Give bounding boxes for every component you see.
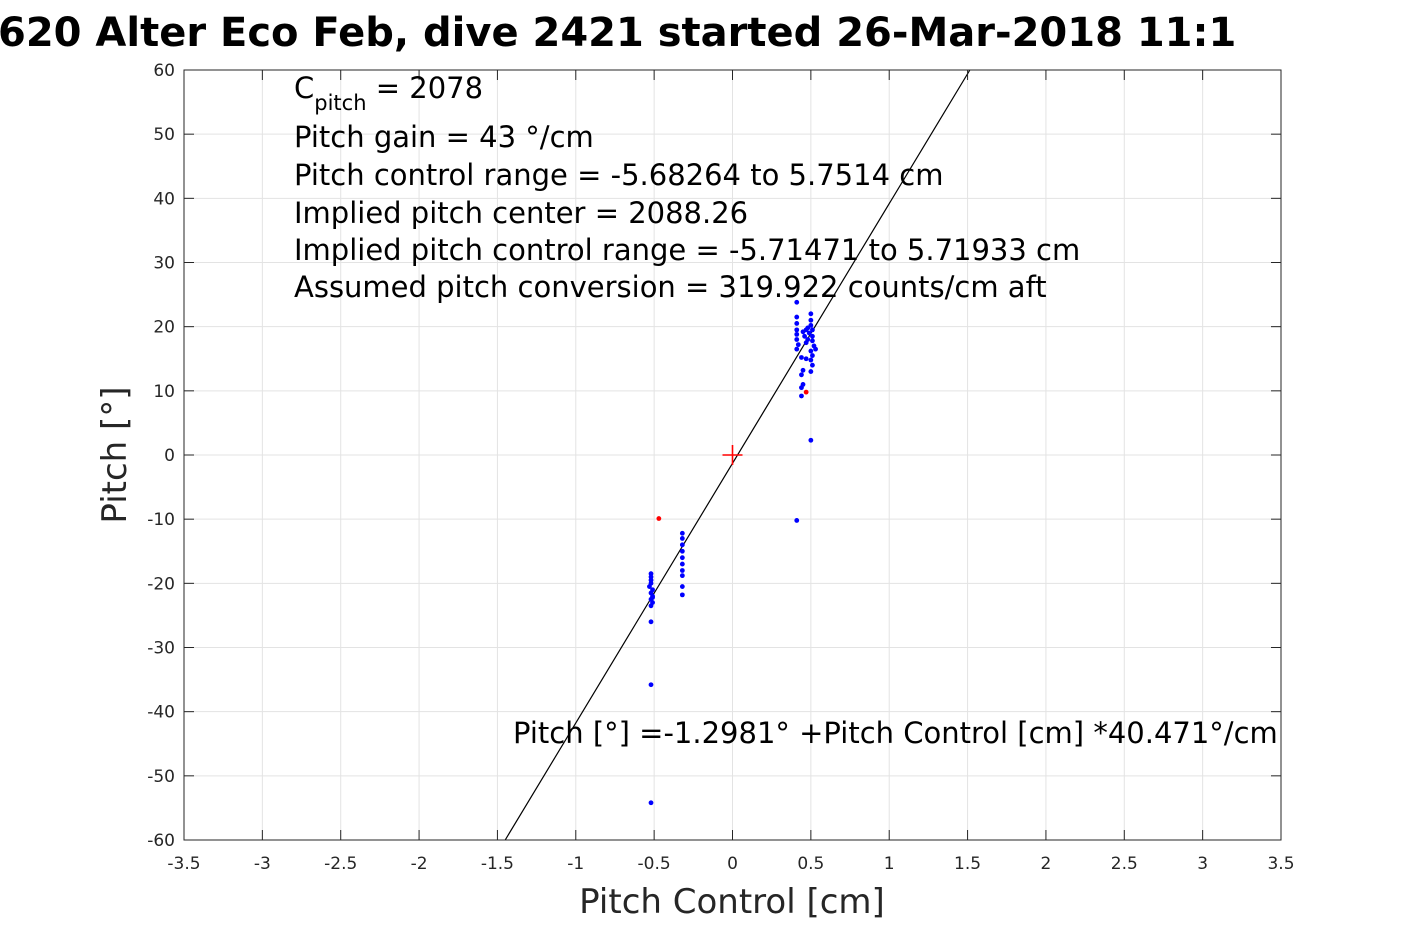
data-point [808,348,814,354]
y-tick-label: -60 [147,831,175,851]
y-tick-label: 60 [153,61,175,81]
x-tick-label: -3 [254,854,271,874]
data-point [810,353,815,358]
x-tick-label: 0 [727,854,738,874]
y-tick-label: -50 [147,767,175,787]
data-point [810,338,815,344]
data-point [808,437,814,443]
x-tick-label: 1 [884,854,895,874]
x-axis-label: Pitch Control [cm] [579,882,885,922]
data-point [794,346,800,352]
x-tick-label: 3 [1197,854,1208,874]
data-point [799,355,804,360]
data-point [808,369,814,374]
data-point [679,592,685,598]
x-tick-label: -1 [567,854,584,874]
y-tick-label: 20 [153,318,175,338]
axis-ticks [183,69,1282,841]
center-marker-group [722,445,743,465]
data-point [794,337,800,342]
data-point [794,327,800,333]
data-point [656,516,662,521]
data-point [808,322,814,328]
y-tick-label: 40 [153,189,175,209]
data-point [808,357,814,363]
y-tick-label: 10 [153,382,175,402]
x-tick-label: 2 [1041,854,1052,874]
data-point [648,603,654,609]
data-point [650,595,655,600]
data-point [679,573,685,579]
x-tick-label: -1.5 [481,854,514,874]
implied-pitch-center-annotation: Implied pitch center = 2088.26 [294,196,748,230]
y-tick-label: -20 [147,574,175,594]
data-point [799,393,804,399]
plot-area [183,69,1282,841]
data-point [810,327,815,333]
data-point [803,389,809,395]
data-point [799,372,804,378]
x-tick-label: -2.5 [324,854,357,874]
x-tick-label: 3.5 [1267,854,1294,874]
c-pitch-subscript: pitch [314,91,366,115]
y-tick-label: 50 [153,125,175,145]
data-point [648,800,654,806]
y-tick-label: 0 [164,446,175,466]
data-point [679,561,685,567]
y-tick-label: -40 [147,703,175,723]
data-point [803,340,809,346]
data-points [647,299,818,806]
fit-equation-annotation: Pitch [°] =-1.2981° +Pitch Control [cm] … [513,716,1278,750]
data-point [810,362,815,368]
y-tick-label: -10 [147,510,175,530]
data-point [799,385,804,391]
data-point [802,333,807,339]
data-point [679,568,685,573]
y-tick-labels: 60 50 40 30 20 10 0 -10 -20 -30 -40 -50 -60 [147,61,175,851]
data-point [794,299,800,305]
data-point [794,331,800,337]
data-point [806,330,812,336]
x-tick-label: 2.5 [1111,854,1138,874]
data-point [648,682,654,688]
data-point [679,530,685,536]
data-point [808,317,814,323]
pitch-control-range-annotation: Pitch control range = -5.68264 to 5.7514… [294,158,943,192]
data-point [679,584,685,589]
data-point [794,518,800,523]
c-pitch-value: = 2078 [367,71,484,105]
x-tick-labels: -3.5 -3 -2.5 -2 -1.5 -1 -0.5 0 0.5 1 1.5 2 2.5 3 3.5 [167,854,1294,874]
x-tick-label: -3.5 [167,854,200,874]
c-pitch-main: C [294,71,314,105]
data-point [647,584,652,589]
data-point [800,367,806,373]
data-point [794,321,800,326]
x-tick-label: -0.5 [638,854,671,874]
data-point [803,356,809,362]
chart-title: 620 Alter Eco Feb, dive 2421 started 26-… [0,10,1236,56]
data-point [808,311,814,317]
data-point [795,342,801,348]
data-point [679,555,685,561]
data-point [810,333,815,339]
data-point [679,542,685,548]
data-point [679,536,685,541]
assumed-pitch-conversion-annotation: Assumed pitch conversion = 319.922 count… [294,270,1047,304]
implied-pitch-control-range-annotation: Implied pitch control range = -5.71471 t… [294,233,1080,267]
x-tick-label: -2 [411,854,428,874]
data-point [794,314,800,320]
y-axis-label: Pitch [°] [95,386,135,523]
data-point [648,619,654,625]
data-point [813,346,818,352]
x-tick-label: 1.5 [954,854,981,874]
x-tick-label: 0.5 [797,854,824,874]
y-tick-label: -30 [147,639,175,659]
data-point [679,548,685,554]
y-tick-label: 30 [153,254,175,274]
c-pitch-annotation: Cpitch = 2078 [294,71,483,115]
annotation-block: Cpitch = 2078 Pitch gain = 43 °/cm Pitch… [294,71,1080,304]
pitch-gain-annotation: Pitch gain = 43 °/cm [294,120,594,154]
